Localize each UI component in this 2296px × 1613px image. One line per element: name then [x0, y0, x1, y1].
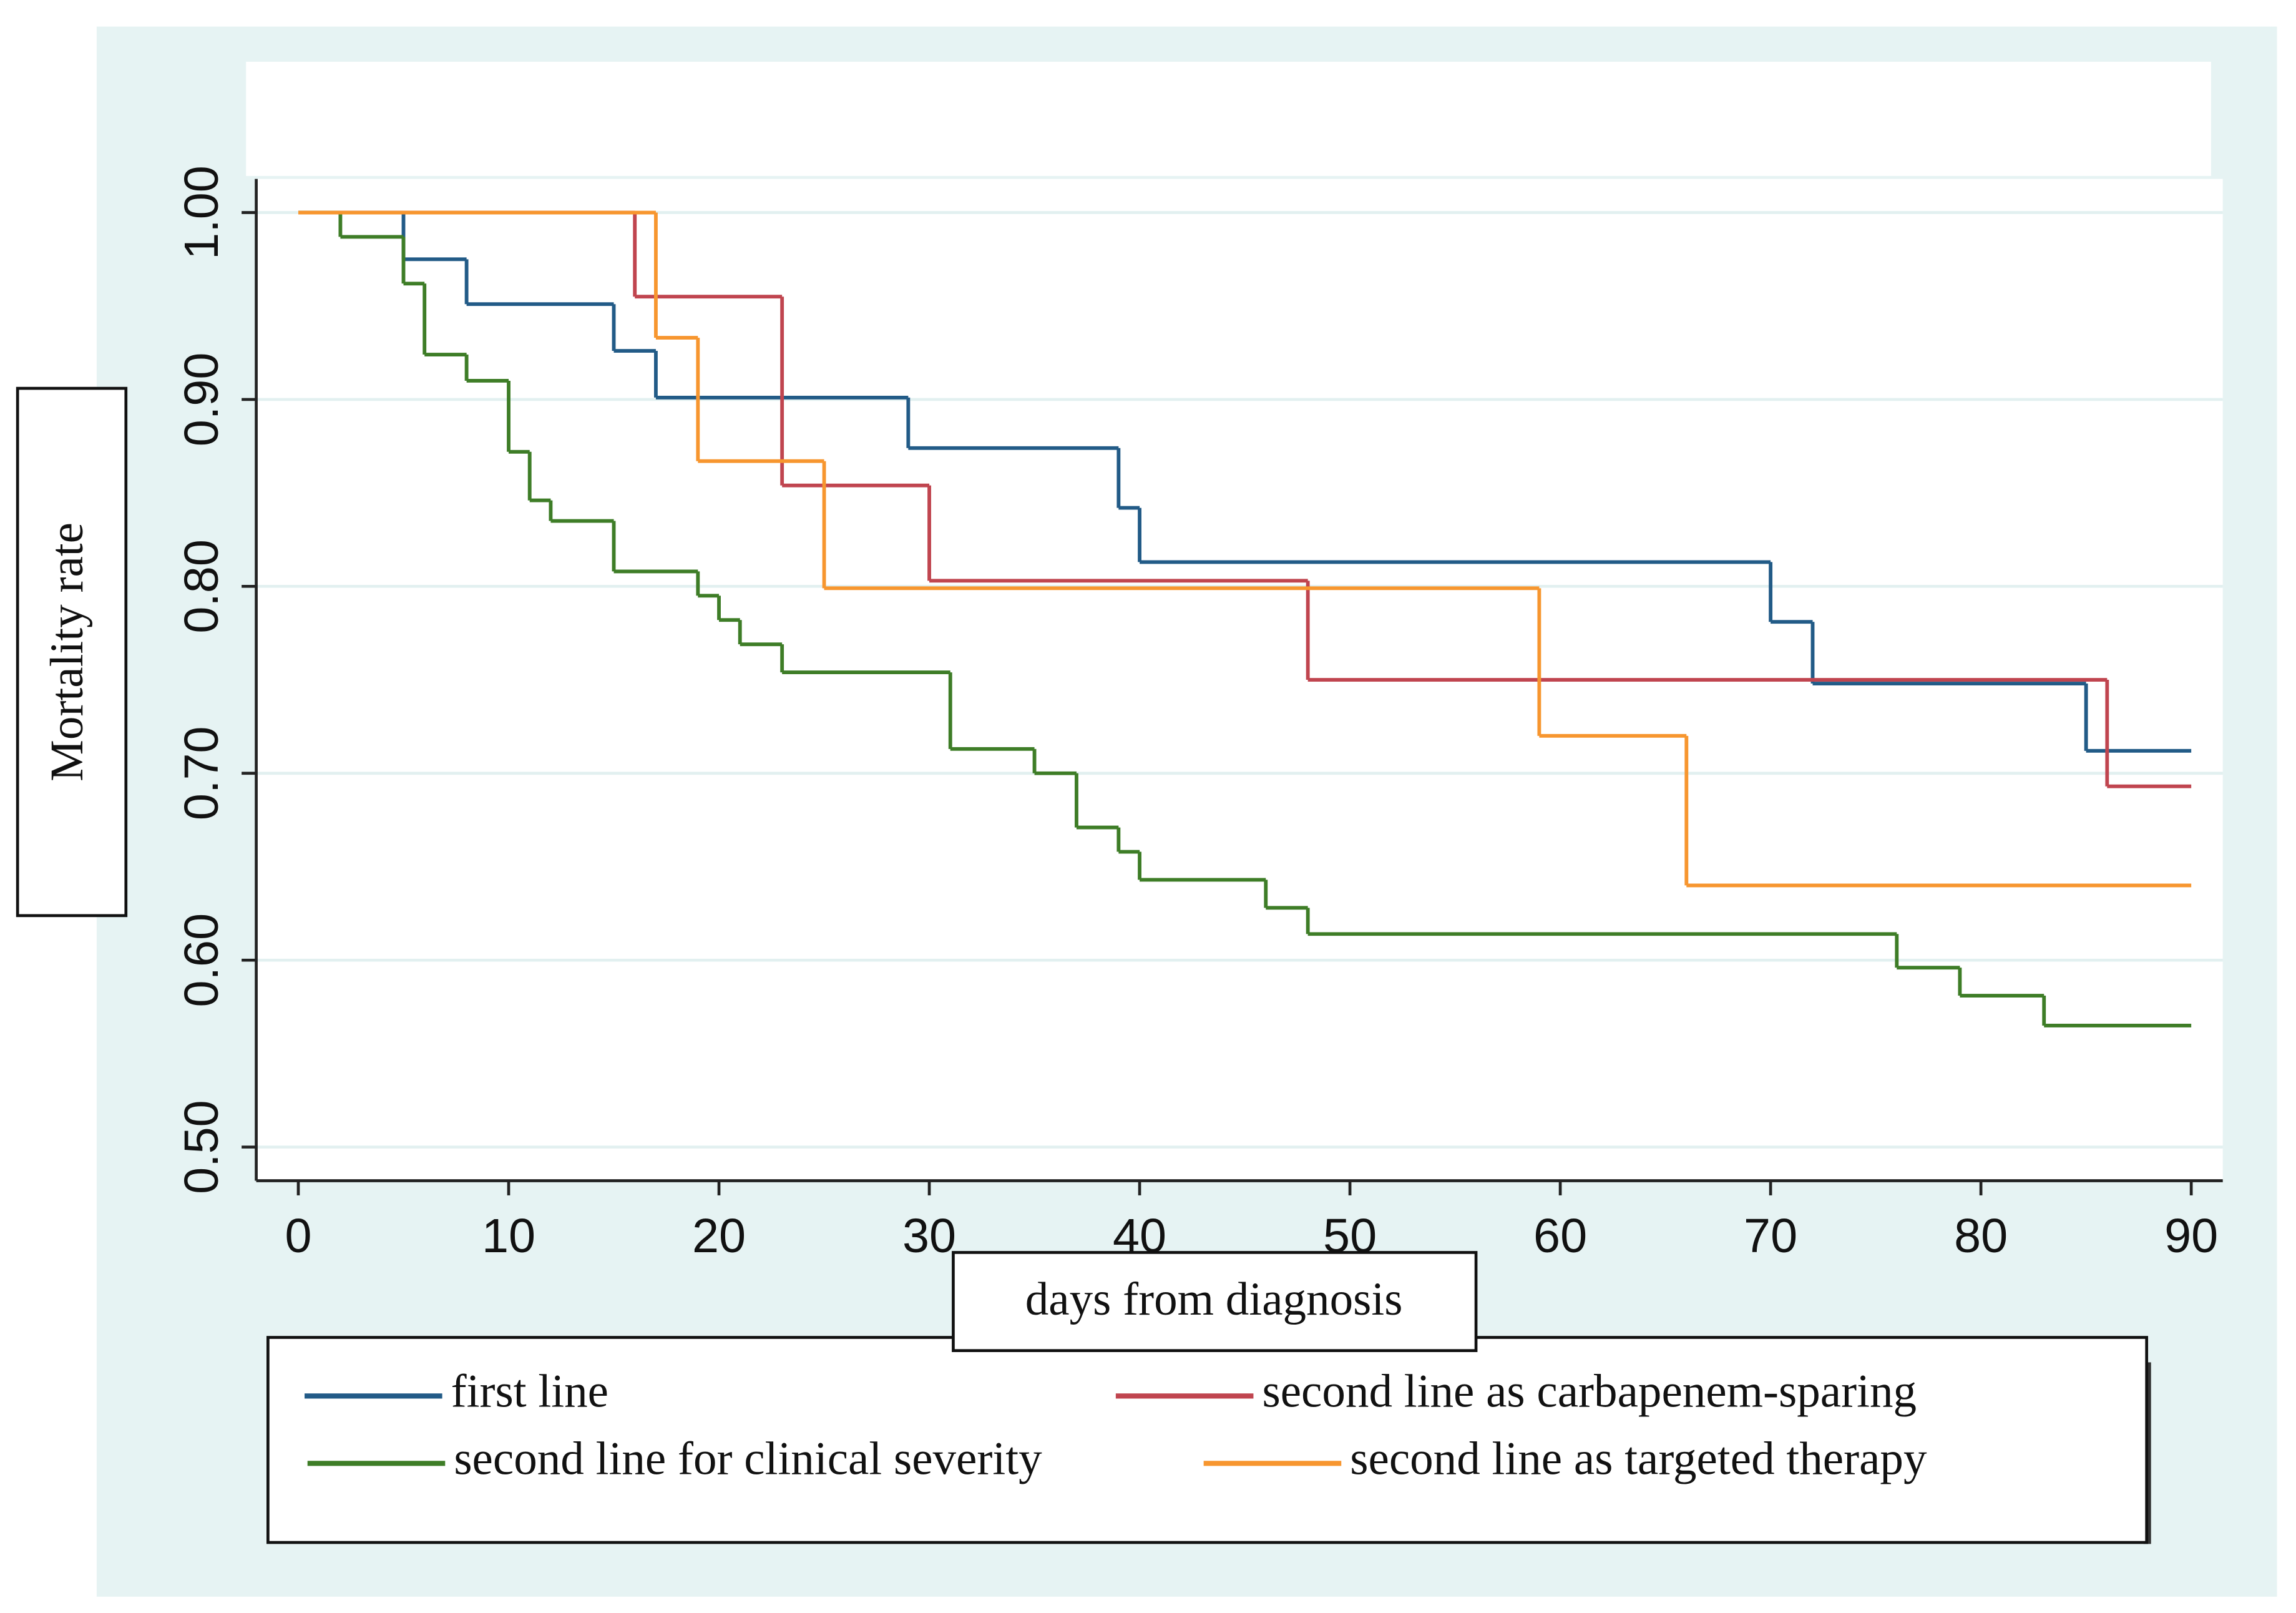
ticks: 0.500.600.700.800.901.000 10 20 30 40 50 60 70 8…: [175, 165, 2218, 1263]
y-tick-label: 0.80: [175, 539, 228, 634]
x-tick-label: 80: [1954, 1209, 2008, 1263]
x-tick-label: 20: [692, 1209, 746, 1263]
y-tick-label: 0.50: [175, 1100, 228, 1194]
x-tick-label: 30: [902, 1209, 956, 1263]
y-tick-label: 0.70: [175, 726, 228, 820]
legend-label: second line for clinical severity: [454, 1433, 1042, 1485]
x-tick-label: 10: [482, 1209, 535, 1263]
x-axis-label: days from diagnosis: [1025, 1273, 1403, 1325]
y-label-box: [16, 386, 128, 918]
y-tick-label: 1.00: [175, 165, 228, 260]
x-tick-label: 60: [1533, 1209, 1587, 1263]
y-tick-label: 0.90: [175, 353, 228, 447]
legend-label: second line as carbapenem-sparing: [1263, 1366, 1917, 1418]
legend: first line second line as carbapenem-spar…: [305, 1366, 1927, 1485]
y-axis-label: Mortality rate: [41, 522, 93, 782]
x-tick-label: 70: [1744, 1209, 1797, 1263]
legend-label: first line: [451, 1366, 608, 1418]
x-tick-label: 90: [2164, 1209, 2218, 1263]
x-label-box: [952, 1251, 1478, 1352]
series-lines: [298, 210, 2192, 1027]
x-tick-label: 0: [285, 1209, 311, 1263]
legend-label: second line as targeted therapy: [1350, 1433, 1927, 1485]
title-area: [246, 61, 2211, 176]
legend-box: [266, 1336, 2149, 1544]
y-tick-label: 0.60: [175, 913, 228, 1008]
